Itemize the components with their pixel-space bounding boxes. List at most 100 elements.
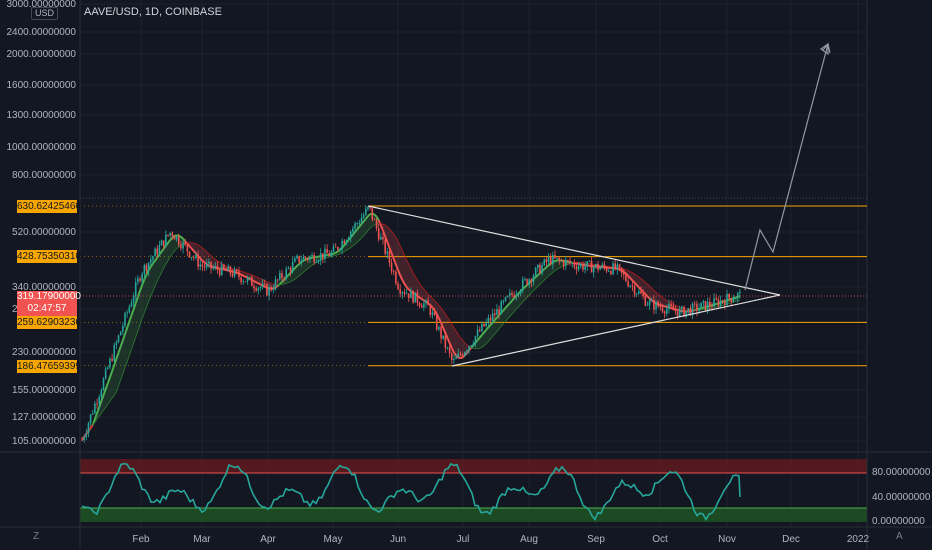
- candle-body: [683, 306, 685, 317]
- triangle-upper-line[interactable]: [367, 205, 781, 296]
- ribbon-fill: [142, 279, 145, 319]
- candlesticks[interactable]: [81, 205, 741, 443]
- ribbon-slow-line: [449, 320, 453, 325]
- candle-body: [388, 251, 391, 263]
- price-axis[interactable]: 3000.00000000 2400.00000000 2000.00000000 1…: [6, 0, 76, 447]
- ribbon-slow-line: [531, 290, 534, 294]
- candle-body: [343, 240, 346, 244]
- ribbon-fill: [133, 303, 136, 344]
- ribbon-fast-line: [93, 412, 98, 420]
- ribbon-fill: [481, 332, 485, 348]
- ribbon-fill: [548, 263, 551, 277]
- candle-body: [646, 305, 649, 306]
- candle-body: [700, 302, 702, 309]
- ribbon-slow-line: [290, 280, 293, 283]
- ribbon-fill: [165, 242, 168, 265]
- candle-body: [709, 301, 711, 307]
- candle-body: [276, 279, 279, 281]
- candle-body: [302, 256, 305, 261]
- candle-body: [530, 279, 533, 283]
- ribbon-fast-line: [104, 382, 109, 390]
- ribbon-fast-line: [188, 245, 193, 250]
- candle-body: [162, 240, 165, 247]
- ribbon-slow-line: [215, 258, 218, 262]
- candle-body: [623, 272, 625, 275]
- ribbon-fast-line: [534, 274, 539, 278]
- ribbon-fill: [524, 284, 528, 300]
- triangle-drawing[interactable]: [367, 205, 781, 367]
- currency-badge[interactable]: USD: [31, 7, 59, 20]
- ribbon-fast-line: [362, 218, 367, 223]
- candle-body: [483, 323, 485, 327]
- auto-scale-icon[interactable]: A: [896, 531, 903, 542]
- candle-body: [143, 265, 146, 275]
- ribbon-fill: [514, 295, 517, 312]
- time-axis[interactable]: Feb Mar Apr May Jun Jul Aug Sep Oct Nov Dec 2022: [132, 534, 869, 545]
- candle-body: [459, 353, 462, 355]
- ribbon-fill: [443, 310, 446, 334]
- candle-body: [360, 217, 363, 223]
- candle-body: [319, 253, 322, 261]
- projection-path[interactable]: [744, 43, 829, 291]
- ribbon-fill: [389, 228, 392, 254]
- candle-body: [216, 265, 219, 270]
- candle-body: [592, 267, 595, 273]
- zoom-icon[interactable]: Z: [33, 531, 40, 542]
- ribbon-fill: [398, 241, 401, 276]
- ribbon-slow-line: [101, 409, 104, 414]
- price-pane[interactable]: [80, 0, 867, 452]
- ribbon-fill: [148, 266, 151, 302]
- oscillator-axis[interactable]: 80.00000000 40.00000000 0.00000000: [872, 467, 931, 527]
- ribbon-fast-line: [335, 250, 339, 254]
- candle-body: [425, 300, 427, 304]
- candle-body: [242, 281, 245, 283]
- candle-body: [354, 223, 356, 229]
- candle-body: [210, 261, 212, 269]
- candle-body: [223, 264, 225, 269]
- candle-body: [169, 232, 171, 236]
- ribbon-slow-line: [630, 271, 633, 274]
- candle-body: [526, 278, 528, 285]
- candle-body: [455, 357, 457, 360]
- candle-body: [180, 244, 182, 249]
- candle-body: [238, 271, 240, 278]
- candle-body: [715, 298, 718, 300]
- ribbon-fast-line: [136, 290, 141, 298]
- ribbon-slow-line: [369, 226, 373, 229]
- ribbon-slow-line: [393, 233, 397, 238]
- candle-body: [616, 264, 619, 270]
- ribbon-slow-line: [120, 373, 124, 381]
- ribbon-fill: [479, 334, 482, 349]
- oscillator-line: [81, 462, 741, 522]
- oversold-band: [80, 508, 867, 522]
- candle-body: [158, 245, 161, 255]
- ribbon-slow-line: [406, 259, 410, 265]
- ribbon-fill: [527, 283, 530, 298]
- candle-body: [509, 292, 511, 296]
- candle-body: [601, 264, 604, 268]
- candle-body: [569, 260, 571, 264]
- ribbon-fill: [512, 298, 515, 314]
- candle-body: [328, 253, 331, 257]
- ribbon-slow-line: [146, 301, 150, 308]
- candle-body: [674, 310, 677, 312]
- triangle-lower-line[interactable]: [451, 294, 781, 367]
- ribbon-slow-line: [516, 306, 519, 310]
- ribbon-fast-line: [377, 219, 382, 226]
- ribbon-fill: [664, 299, 667, 307]
- candle-body: [124, 313, 126, 326]
- candle-body: [134, 282, 137, 297]
- horizontal-levels[interactable]: [80, 205, 867, 367]
- ribbon-slow-line: [247, 272, 250, 275]
- ribbon-slow-line: [165, 260, 169, 265]
- candle-body: [317, 260, 320, 263]
- candle-body: [132, 296, 135, 304]
- ribbon-slow-line: [200, 245, 203, 249]
- ribbon-slow-line: [535, 286, 539, 289]
- candle-body: [83, 437, 85, 441]
- candle-body: [663, 311, 666, 314]
- candle-body: [556, 257, 558, 259]
- candle-body: [494, 313, 496, 316]
- ribbon-fast-line: [139, 284, 144, 291]
